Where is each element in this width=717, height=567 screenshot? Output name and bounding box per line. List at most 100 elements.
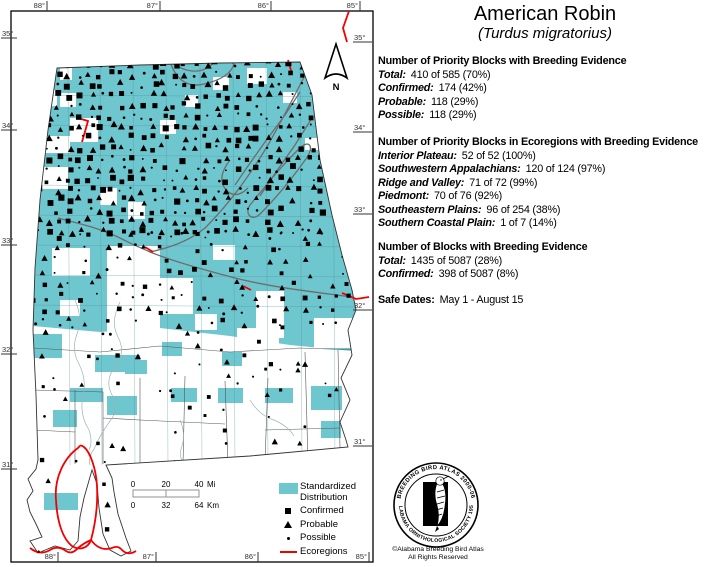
possible-symbol [194, 178, 198, 181]
confirmed-symbol [246, 112, 251, 117]
probable-symbol [110, 200, 116, 206]
probable-symbol [85, 71, 91, 77]
possible-symbol [56, 82, 60, 86]
confirmed-symbol [334, 294, 338, 298]
probable-symbol [200, 71, 208, 78]
possible-symbol [43, 415, 46, 418]
confirmed-symbol [205, 142, 212, 149]
possible-symbol [89, 207, 93, 210]
probable-symbol [121, 518, 127, 524]
possible-symbol [280, 116, 282, 119]
possible-symbol [256, 304, 260, 308]
graticule-label: 31° [354, 437, 365, 446]
confirmed-symbol [87, 155, 93, 162]
confirmed-symbol [74, 178, 80, 185]
legend-item-distribution: Standardized Distribution [276, 481, 380, 503]
confirmed-symbol [190, 84, 196, 89]
alabama-distribution-map: 88° 87° 86° 85° 88° 87° 86° 85° 35° 34° 33° 32° 31° 3… [1, 1, 374, 563]
confirmed-symbol [280, 325, 285, 330]
confirmed-symbol [242, 353, 247, 358]
possible-symbol [255, 209, 259, 212]
possible-symbol [53, 388, 56, 391]
confirmed-symbol [275, 186, 279, 191]
probable-symbol [79, 382, 85, 387]
confirmed-symbol [54, 211, 58, 215]
confirmed-symbol [174, 198, 181, 205]
possible-symbol [213, 167, 215, 169]
possible-symbol [123, 165, 126, 169]
possible-symbol [224, 441, 228, 445]
possible-symbol [45, 167, 48, 170]
confirmed-symbol [311, 148, 316, 153]
probable-symbol [241, 322, 248, 329]
confirmed-symbol [68, 157, 73, 162]
confirmed-symbol [77, 148, 83, 154]
probable-symbol [275, 135, 283, 142]
confirmed-symbol [216, 93, 221, 98]
confirmed-symbol [160, 209, 165, 214]
confirmed-symbol [310, 75, 316, 80]
graticule-label: 88° [45, 552, 56, 561]
possible-symbol [300, 168, 303, 171]
confirmed-symbol [149, 210, 155, 216]
probable-symbol [128, 215, 136, 222]
legend-label: Possible [300, 532, 336, 543]
possible-symbol [95, 357, 99, 361]
confirmed-symbol [106, 210, 113, 217]
probable-symbol [108, 166, 116, 173]
possible-symbol [139, 503, 142, 507]
stats-heading: Number of Priority Blocks with Breeding … [378, 55, 627, 67]
possible-symbol [215, 70, 218, 73]
confirmed-symbol [206, 395, 211, 399]
possible-symbol [275, 170, 278, 174]
confirmed-symbol [117, 70, 122, 75]
probable-symbol [128, 194, 136, 202]
river-line [179, 419, 185, 465]
probable-symbol [28, 458, 34, 463]
possible-symbol [334, 321, 338, 324]
confirmed-symbol [87, 354, 91, 359]
possible-symbol [236, 382, 239, 385]
probable-symbol [316, 164, 322, 169]
confirmed-symbol [140, 102, 146, 109]
probable-symbol [288, 112, 295, 118]
confirmed-symbol [309, 207, 315, 214]
stat-line: Probable: 118 (29%) [378, 95, 479, 108]
probable-symbol [201, 167, 208, 174]
probable-symbol [109, 442, 115, 449]
probable-symbol [277, 90, 283, 96]
river-line [249, 399, 295, 437]
probable-symbol [267, 259, 273, 265]
possible-symbol [122, 158, 126, 161]
confirmed-symbol [223, 125, 228, 130]
possible-symbol [57, 136, 60, 139]
probable-symbol [116, 78, 124, 85]
probable-symbol [214, 137, 220, 143]
confirmed-symbol [152, 103, 158, 109]
confirmed-symbol [142, 284, 148, 289]
probable-symbol [256, 91, 263, 98]
confirmed-symbol [65, 218, 71, 224]
confirmed-symbol [36, 154, 42, 160]
probable-symbol [271, 438, 278, 445]
stat-line: Ridge and Valley: 71 of 72 (99%) [378, 176, 538, 189]
probable-symbol [235, 92, 241, 97]
possible-symbol [58, 323, 62, 327]
confirmed-symbol [291, 280, 296, 285]
confirmed-symbol [86, 64, 91, 68]
probable-symbol [303, 307, 310, 313]
confirmed-symbol [244, 260, 248, 264]
probable-symbol [289, 197, 296, 204]
confirmed-symbol [127, 174, 134, 181]
probable-symbol [182, 227, 190, 234]
confirmed-symbol [187, 405, 192, 410]
possible-symbol [221, 248, 224, 252]
possible-symbol [163, 188, 167, 191]
confirmed-symbol [229, 267, 234, 273]
confirmed-symbol [128, 169, 133, 174]
confirmed-symbol [129, 155, 135, 161]
probable-symbol [310, 183, 318, 190]
confirmed-symbol [317, 176, 323, 183]
confirmed-symbol [172, 73, 179, 80]
possible-symbol [248, 169, 251, 172]
